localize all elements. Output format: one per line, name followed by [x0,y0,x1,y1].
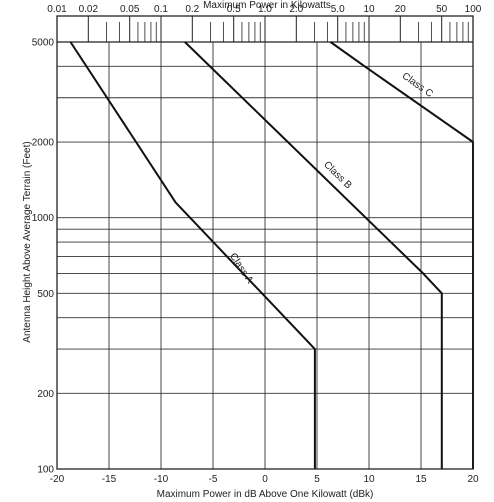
top-tick-label: 100 [465,4,482,15]
x-tick-label: 20 [467,474,479,485]
top-tick-label: 50 [436,4,448,15]
series-class-a-line [69,41,316,469]
top-tick-label: 20 [395,4,407,15]
top-tick-label: 0.1 [154,4,168,15]
x-tick-label: -20 [50,474,65,485]
top-tick-label: 2.0 [289,4,303,15]
series-class-b-label: Class B [321,159,354,191]
y-tick-label: 100 [37,465,54,476]
x-axis: -20 -15 -10 -5 0 5 10 15 20 [50,474,479,485]
x-tick-label: 0 [262,474,268,485]
x-tick-label: 15 [415,474,427,485]
top-tick-label: 0.02 [79,4,99,15]
y-tick-label: 500 [37,289,54,300]
x-axis-title: Maximum Power in dB Above One Kilowatt (… [157,489,374,500]
x-tick-label: 5 [314,474,320,485]
x-tick-label: 10 [363,474,375,485]
x-tick-label: -10 [154,474,169,485]
y-axis-title: Antenna Height Above Average Terrain (Fe… [22,141,33,342]
plot-frame [56,15,474,470]
top-tick-label: 10 [363,4,375,15]
y-tick-label: 200 [37,389,54,400]
grid [56,41,474,470]
series-class-b-line [184,41,443,469]
y-tick-label: 1000 [32,213,55,224]
top-axis-title: Maximum Power in Kilowatts [203,0,331,11]
top-tick-label: 5.0 [331,4,345,15]
top-tick-label: 0.2 [185,4,199,15]
y-tick-label: 5000 [32,38,55,49]
y-axis: 100 200 500 1000 2000 5000 [32,38,55,476]
top-tick-label: 1.0 [258,4,272,15]
x-tick-label: -5 [209,474,218,485]
series-class-c-line [329,41,474,469]
top-tick-label: 0.5 [227,4,241,15]
top-axis: 0.01 0.02 0.05 0.1 0.2 0.5 1.0 2.0 5.0 10 20 50 100 [47,4,482,43]
top-tick-label: 0.01 [47,4,67,15]
x-tick-label: -15 [102,474,117,485]
top-tick-label: 0.05 [120,4,140,15]
y-tick-label: 2000 [32,138,55,149]
